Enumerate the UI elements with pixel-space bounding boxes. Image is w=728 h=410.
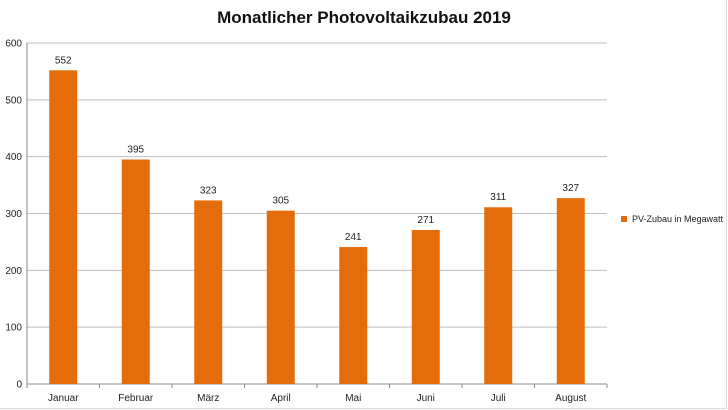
y-tick-label: 300 xyxy=(5,209,22,220)
x-tick-label: Juni xyxy=(417,393,435,404)
data-label: 241 xyxy=(345,232,362,243)
bar xyxy=(266,210,295,384)
bars xyxy=(49,70,585,384)
y-tick-label: 200 xyxy=(5,266,22,277)
x-tick-label: März xyxy=(197,393,219,404)
data-label: 395 xyxy=(127,145,144,156)
x-tick-label: August xyxy=(555,393,586,404)
y-tick-label: 0 xyxy=(16,380,22,391)
x-tick-label: Februar xyxy=(118,393,154,404)
data-label: 311 xyxy=(490,192,506,203)
data-labels: 552 395 323 305 241 271 311 327 xyxy=(55,55,580,243)
chart-title: Monatlicher Photovoltaikzubau 2019 xyxy=(217,8,511,27)
bar xyxy=(411,229,440,384)
data-label: 323 xyxy=(200,185,217,196)
data-label: 271 xyxy=(417,215,434,226)
x-tick-label: Juli xyxy=(491,393,506,404)
y-axis-ticks: 0 100 200 300 400 500 600 xyxy=(5,39,22,391)
gridlines xyxy=(26,42,608,388)
legend-label: PV-Zubau in Megawatt xyxy=(632,214,724,224)
bar xyxy=(484,207,513,384)
bar xyxy=(556,198,585,384)
x-axis-labels: Januar Februar März April Mai Juni Juli August xyxy=(48,393,587,404)
y-tick-label: 400 xyxy=(5,152,22,163)
data-label: 305 xyxy=(272,196,289,207)
data-label: 552 xyxy=(55,55,72,66)
bar xyxy=(121,159,150,384)
bar xyxy=(339,247,368,384)
y-tick-label: 500 xyxy=(5,95,22,106)
bar xyxy=(194,200,223,384)
data-label: 327 xyxy=(562,183,579,194)
y-tick-label: 100 xyxy=(5,323,22,334)
x-tick-label: April xyxy=(271,393,291,404)
y-tick-label: 600 xyxy=(5,39,22,50)
legend-swatch xyxy=(621,216,627,222)
x-tick-label: Mai xyxy=(345,393,361,404)
x-tick-label: Januar xyxy=(48,393,79,404)
bar xyxy=(49,70,78,384)
legend: PV-Zubau in Megawatt xyxy=(621,214,723,224)
